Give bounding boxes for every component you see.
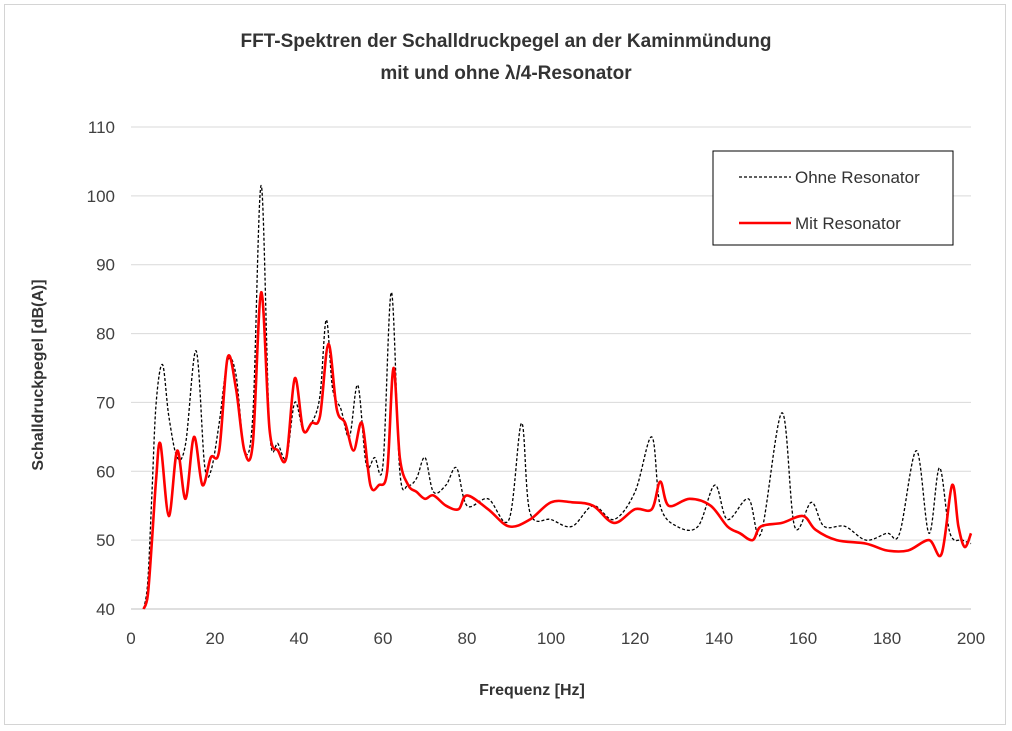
x-tick-label: 180 [873, 629, 901, 648]
x-tick-label: 20 [206, 629, 225, 648]
chart-frame: FFT-Spektren der Schalldruckpegel an der… [4, 4, 1006, 725]
x-tick-label: 160 [789, 629, 817, 648]
x-tick-label: 40 [290, 629, 309, 648]
x-tick-label: 60 [374, 629, 393, 648]
grid-layer [131, 126, 971, 610]
x-tick-label: 0 [126, 629, 135, 648]
y-tick-label: 90 [96, 256, 115, 275]
legend-label-mit-resonator: Mit Resonator [795, 214, 901, 233]
x-tick-label: 140 [705, 629, 733, 648]
chart-title-line1: FFT-Spektren der Schalldruckpegel an der… [240, 31, 771, 52]
x-axis-label: Frequenz [Hz] [479, 682, 585, 699]
y-tick-labels: 40 50 60 70 80 90 100 110 [87, 118, 115, 619]
chart-svg: FFT-Spektren der Schalldruckpegel an der… [30, 31, 985, 699]
legend-box [712, 150, 954, 246]
x-tick-label: 200 [957, 629, 985, 648]
x-tick-label: 100 [537, 629, 565, 648]
y-tick-label: 50 [96, 531, 115, 550]
y-tick-label: 40 [96, 600, 115, 619]
y-tick-label: 60 [96, 462, 115, 481]
series-line-mit-resonator [142, 290, 973, 610]
y-axis-label: Schalldruckpegel [dB(A)] [30, 279, 47, 470]
x-tick-label: 120 [621, 629, 649, 648]
y-tick-label: 70 [96, 393, 115, 412]
chart-title-line2: mit und ohne λ/4-Resonator [380, 63, 632, 84]
series-layer [142, 184, 973, 610]
y-tick-label: 100 [87, 187, 115, 206]
x-tick-labels: 0 20 40 60 80 100 120 140 160 180 200 [126, 629, 985, 648]
legend-label-ohne-resonator: Ohne Resonator [795, 168, 920, 187]
y-tick-label: 110 [88, 118, 115, 137]
legend: Ohne Resonator Mit Resonator [712, 150, 954, 246]
x-tick-label: 80 [458, 629, 477, 648]
y-tick-label: 80 [96, 325, 115, 344]
